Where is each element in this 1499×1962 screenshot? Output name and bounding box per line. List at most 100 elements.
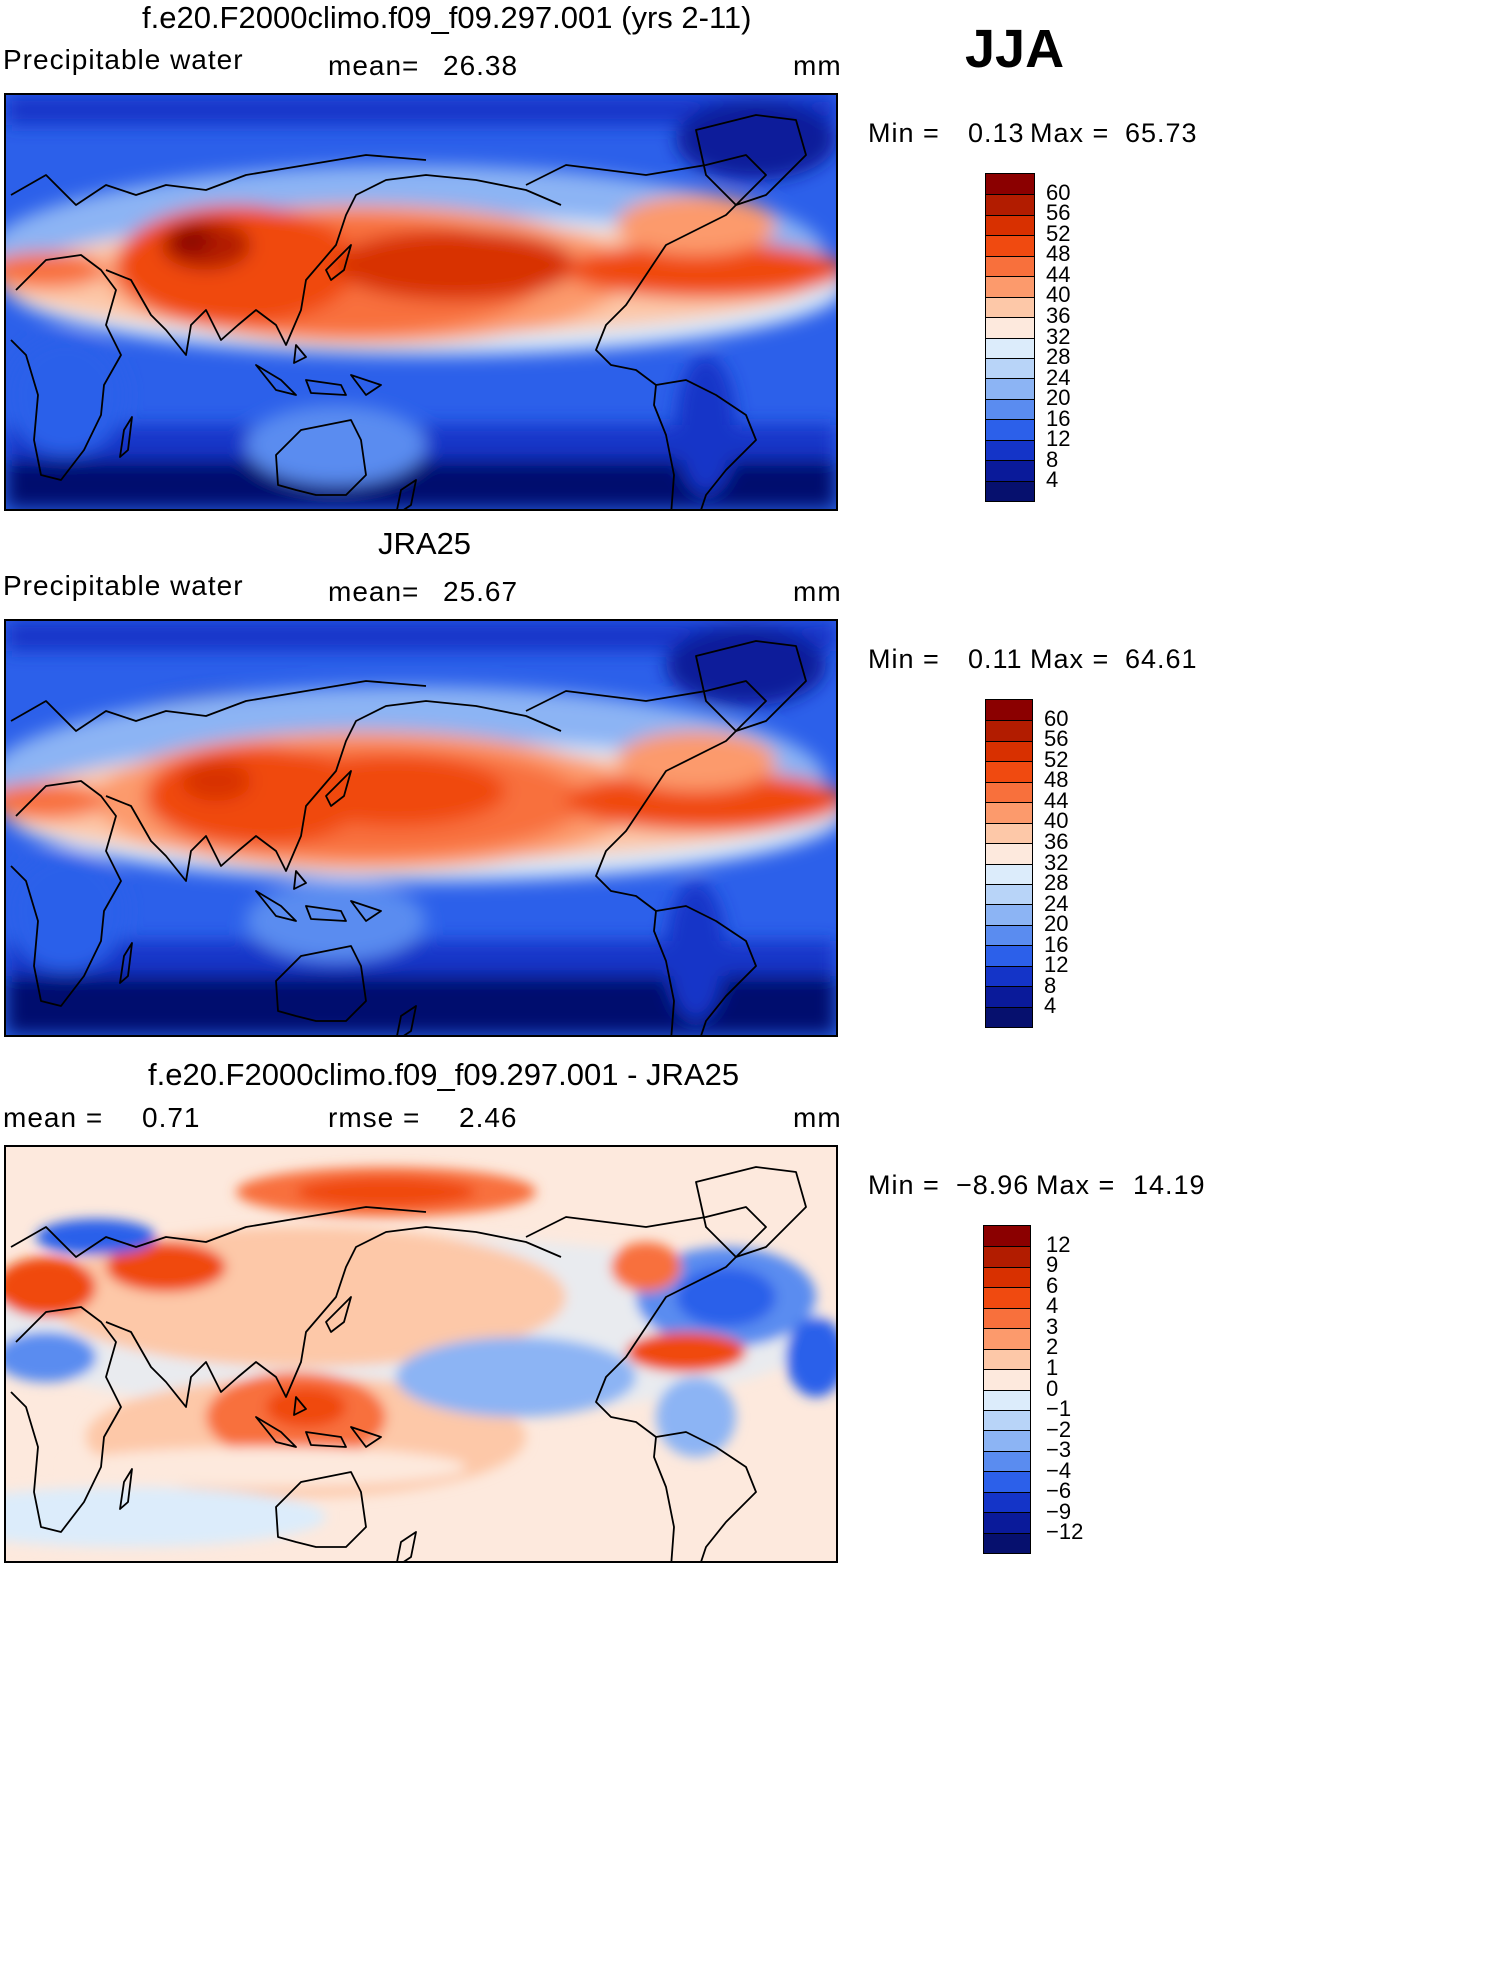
colorbar-tick-label: 6 [1046, 1272, 1059, 1298]
colorbar-tick-label: −4 [1046, 1457, 1072, 1483]
panel3-rmse-label: rmse = [328, 1102, 421, 1133]
colorbar-tick-label: −1 [1046, 1396, 1072, 1422]
panel2-mean-label: mean= [328, 576, 420, 607]
colorbar-swatch [986, 480, 1034, 501]
colorbar-swatch [986, 924, 1032, 946]
colorbar-tick-label: 48 [1046, 241, 1071, 267]
panel2-min-label: Min = [868, 644, 940, 674]
colorbar-tick-label: 20 [1046, 385, 1071, 411]
colorbar-swatch [986, 945, 1032, 966]
colorbar-tick-label: 36 [1044, 828, 1069, 854]
colorbar-tick-label: 1 [1046, 1354, 1059, 1380]
colorbar-swatch [984, 1246, 1030, 1267]
colorbar-swatch [986, 419, 1034, 440]
colorbar-swatch [986, 1006, 1032, 1027]
colorbar-swatch [984, 1430, 1030, 1451]
panel2-max-label: Max = [1030, 644, 1110, 674]
colorbar-swatch [984, 1389, 1030, 1410]
colorbar-tick-label: 56 [1046, 200, 1071, 226]
colorbar-swatch [986, 296, 1034, 318]
colorbar-swatch [984, 1226, 1030, 1247]
panel2-colorbar [985, 699, 1033, 1028]
colorbar-tick-label: 40 [1046, 282, 1071, 308]
panel1-min-value: 0.13 [968, 118, 1025, 148]
colorbar-swatch [984, 1369, 1030, 1390]
panel1-max-value: 65.73 [1125, 118, 1198, 148]
colorbar-tick-label: 9 [1046, 1252, 1059, 1278]
colorbar-tick-label: 56 [1044, 726, 1069, 752]
colorbar-tick-label: 44 [1044, 787, 1069, 813]
panel3-title: f.e20.F2000climo.f09_f09.297.001 - JRA25 [148, 1057, 740, 1092]
panel1-map [4, 93, 838, 511]
colorbar-tick-label: 52 [1046, 220, 1071, 246]
panel1-units: mm [793, 50, 842, 81]
panel1-max-label: Max = [1030, 118, 1110, 148]
panel3-colorbar [983, 1225, 1031, 1554]
colorbar-tick-label: −12 [1046, 1519, 1084, 1545]
colorbar-swatch [986, 398, 1034, 420]
colorbar-tick-label: 32 [1044, 849, 1069, 875]
colorbar-swatch [986, 761, 1032, 782]
panel3-mean-value: 0.71 [142, 1102, 201, 1133]
colorbar-swatch [986, 802, 1032, 823]
colorbar-swatch [986, 822, 1032, 844]
panel3-min-label: Min = [868, 1170, 940, 1200]
panel1-colorbar-labels: 60 56 52 48 44 40 36 32 28 24 20 16 12 8 4 [1046, 173, 1126, 502]
panel3-map [4, 1145, 838, 1563]
colorbar-swatch [986, 378, 1034, 399]
colorbar-tick-label: 4 [1046, 1293, 1059, 1319]
colorbar-swatch [986, 317, 1034, 338]
colorbar-swatch [986, 720, 1032, 741]
colorbar-tick-label: 60 [1044, 705, 1069, 731]
colorbar-tick-label: −3 [1046, 1437, 1072, 1463]
panel2-variable-label: Precipitable water [3, 570, 244, 601]
colorbar-swatch [986, 337, 1034, 358]
season-label: JJA [965, 19, 1065, 79]
colorbar-tick-label: 24 [1046, 364, 1071, 390]
panel2-mean-value: 25.67 [443, 576, 519, 607]
panel2-title: JRA25 [378, 526, 472, 561]
colorbar-swatch [986, 235, 1034, 256]
panel1-min-label: Min = [868, 118, 940, 148]
panel1-mean-label: mean= [328, 50, 420, 81]
colorbar-tick-label: 28 [1044, 870, 1069, 896]
colorbar-swatch [984, 1512, 1030, 1533]
panel2-map [4, 619, 838, 1037]
colorbar-tick-label: 2 [1046, 1334, 1059, 1360]
panel2-field [6, 621, 836, 1035]
panel2-min-value: 0.11 [968, 644, 1023, 674]
colorbar-tick-label: 20 [1044, 911, 1069, 937]
panel2-units: mm [793, 576, 842, 607]
colorbar-swatch [986, 276, 1034, 297]
colorbar-swatch [986, 883, 1032, 905]
colorbar-tick-label: 44 [1046, 261, 1071, 287]
panel3-min-value: −8.96 [956, 1170, 1030, 1200]
colorbar-tick-label: 4 [1044, 993, 1057, 1019]
colorbar-tick-label: 12 [1046, 1231, 1071, 1257]
colorbar-swatch [984, 1471, 1030, 1492]
colorbar-tick-label: 4 [1046, 467, 1059, 493]
colorbar-tick-label: 28 [1046, 344, 1071, 370]
colorbar-tick-label: 60 [1046, 179, 1071, 205]
colorbar-swatch [986, 194, 1034, 215]
colorbar-swatch [984, 1287, 1030, 1308]
colorbar-swatch [984, 1450, 1030, 1472]
colorbar-swatch [986, 439, 1034, 461]
panel1-mean-value: 26.38 [443, 50, 519, 81]
colorbar-swatch [984, 1348, 1030, 1370]
panel3-max-label: Max = [1036, 1170, 1116, 1200]
colorbar-swatch [986, 174, 1034, 195]
colorbar-tick-label: 36 [1046, 302, 1071, 328]
colorbar-tick-label: 24 [1044, 890, 1069, 916]
colorbar-tick-label: 32 [1046, 323, 1071, 349]
colorbar-swatch [986, 357, 1034, 379]
colorbar-swatch [986, 965, 1032, 987]
panel3-mean-label: mean = [3, 1102, 104, 1133]
colorbar-swatch [986, 700, 1032, 721]
panel3-units: mm [793, 1102, 842, 1133]
colorbar-swatch [984, 1532, 1030, 1553]
panel3-rmse-value: 2.46 [459, 1102, 518, 1133]
panel1-colorbar [985, 173, 1035, 502]
colorbar-swatch [984, 1409, 1030, 1431]
panel1-field [6, 95, 836, 509]
